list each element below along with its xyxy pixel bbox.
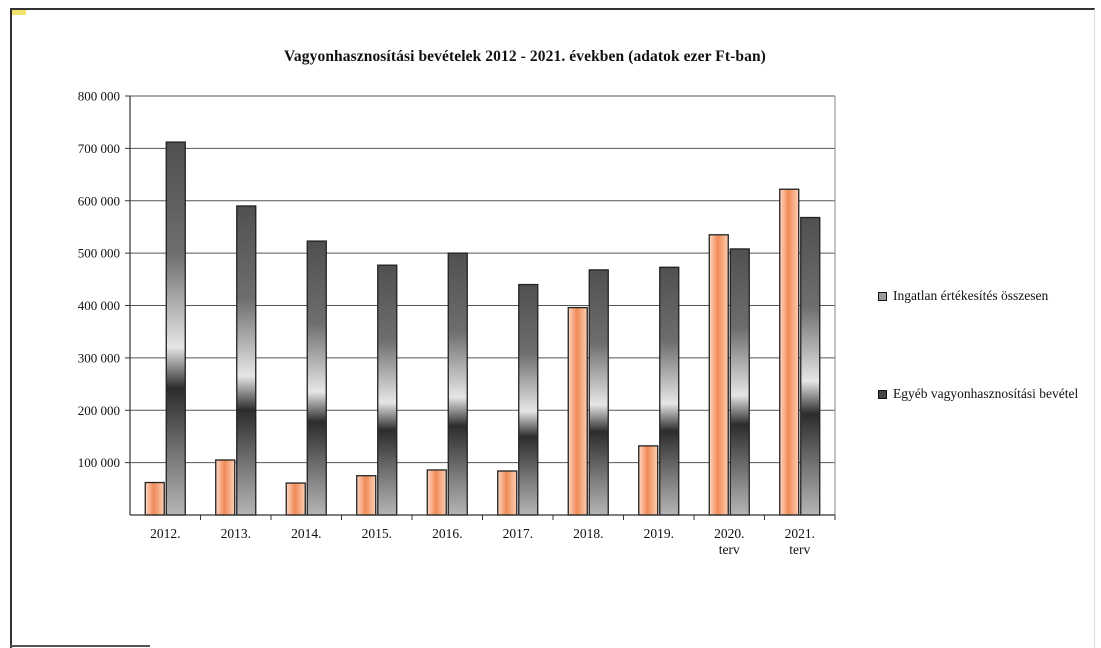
- bar-ingatlan: [708, 234, 729, 516]
- bar-ingatlan: [426, 469, 447, 516]
- y-tick-label: 800 000: [78, 89, 120, 104]
- y-axis: 100 000 200 000 300 000 400 000 500 000 600 0…: [78, 89, 836, 515]
- corner-mark: [12, 10, 26, 15]
- bottom-edge: [10, 645, 150, 647]
- page-frame: [10, 8, 1095, 648]
- x-tick-label: terv: [719, 542, 740, 557]
- x-tick-label: 2017.: [503, 526, 533, 541]
- chart-title: Vagyonhasznosítási bevételek 2012 - 2021…: [284, 48, 766, 65]
- bar-egyeb: [518, 283, 539, 516]
- x-tick-label: 2014.: [291, 526, 321, 541]
- bar-egyeb: [588, 269, 609, 516]
- bars: [144, 141, 821, 516]
- legend-label-ingatlan: Ingatlan értékesítés összesen: [893, 288, 1049, 303]
- bar-ingatlan: [356, 475, 377, 516]
- bar-ingatlan: [638, 445, 659, 516]
- x-tick-label: 2021.: [785, 526, 815, 541]
- bar-ingatlan: [215, 459, 236, 516]
- legend-swatch-egyeb: [878, 390, 887, 399]
- legend-item-egyeb: Egyéb vagyonhasznosítási bevétel: [876, 386, 1091, 401]
- x-tick-label: 2015.: [362, 526, 392, 541]
- bar-egyeb: [377, 264, 398, 516]
- y-tick-label: 500 000: [78, 246, 120, 261]
- bar-egyeb: [729, 248, 750, 516]
- legend-swatch-ingatlan: [878, 292, 887, 301]
- legend-item-ingatlan: Ingatlan értékesítés összesen: [876, 288, 1091, 303]
- x-tick-label: 2018.: [573, 526, 603, 541]
- y-tick-label: 400 000: [78, 298, 120, 313]
- y-tick-label: 100 000: [78, 455, 120, 470]
- bar-egyeb: [165, 141, 186, 516]
- bar-ingatlan: [144, 481, 165, 516]
- x-tick-label: 2020.: [714, 526, 744, 541]
- x-tick-label: 2012.: [150, 526, 180, 541]
- x-tick-label: 2019.: [644, 526, 674, 541]
- bar-ingatlan: [779, 188, 800, 516]
- y-tick-label: 600 000: [78, 193, 120, 208]
- bar-egyeb: [659, 266, 680, 516]
- y-tick-label: 200 000: [78, 403, 120, 418]
- y-tick-label: 700 000: [78, 141, 120, 156]
- gridlines: [130, 95, 835, 464]
- bar-ingatlan: [497, 470, 518, 516]
- x-tick-label: 2013.: [221, 526, 251, 541]
- bar-ingatlan: [567, 306, 588, 516]
- legend: Ingatlan értékesítés összesen Egyéb vagy…: [876, 288, 1091, 401]
- x-tick-label: terv: [789, 542, 810, 557]
- y-tick-label: 300 000: [78, 350, 120, 365]
- legend-label-egyeb: Egyéb vagyonhasznosítási bevétel: [893, 386, 1079, 401]
- bar-egyeb: [447, 252, 468, 516]
- bar-egyeb: [800, 216, 821, 516]
- bar-egyeb: [236, 205, 257, 516]
- x-tick-label: 2016.: [432, 526, 462, 541]
- bar-egyeb: [306, 240, 327, 516]
- bar-ingatlan: [285, 482, 306, 516]
- x-axis: 2012. 2013. 2014. 2015. 2016. 2017. 2018. 2019.…: [130, 514, 836, 557]
